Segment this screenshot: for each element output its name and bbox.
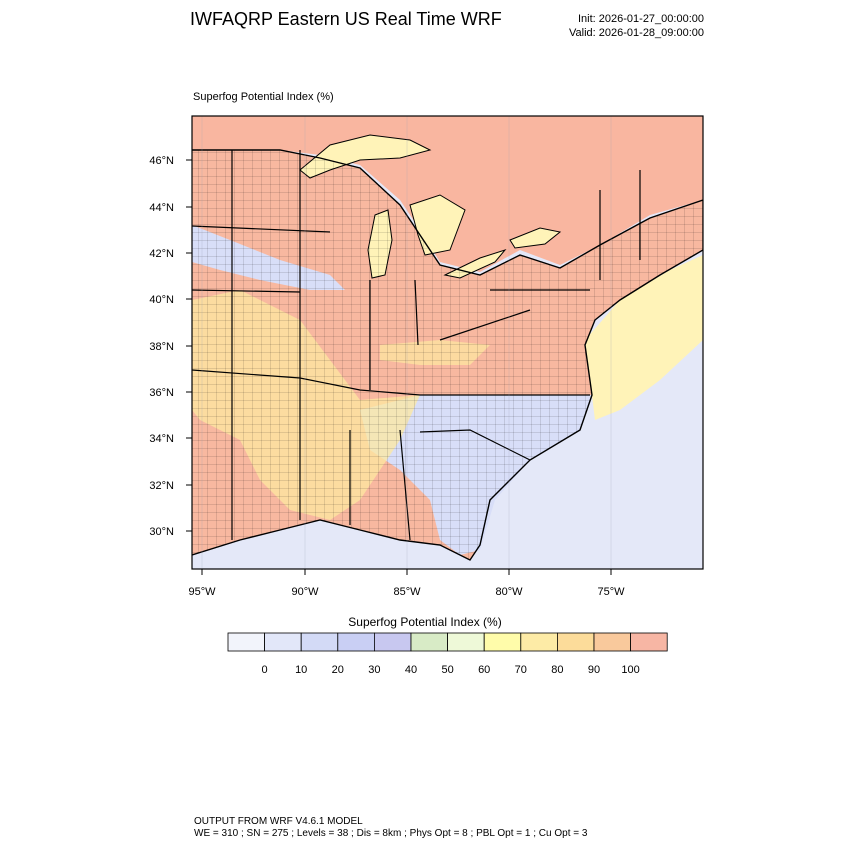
colorbar-title: Superfog Potential Index (%) bbox=[348, 615, 502, 629]
colorbar-cell bbox=[593, 632, 631, 652]
lon-label: 90°W bbox=[291, 586, 319, 598]
canada-region bbox=[192, 116, 703, 272]
colorbar-cell bbox=[373, 632, 412, 652]
colorbar-ticks: 0 10 20 30 40 50 60 70 80 90 100 bbox=[262, 664, 640, 676]
footer-model: OUTPUT FROM WRF V4.6.1 MODEL bbox=[194, 816, 363, 827]
lon-label: 80°W bbox=[495, 586, 523, 598]
colorbar-cell bbox=[483, 632, 522, 652]
colorbar-tick-label: 0 bbox=[262, 664, 268, 676]
lon-ticks bbox=[201, 569, 612, 575]
colorbar-cell bbox=[264, 632, 302, 652]
colorbar-cell bbox=[227, 632, 265, 652]
lon-label: 85°W bbox=[393, 586, 421, 598]
colorbar-cell bbox=[410, 632, 448, 652]
page-title: IWFAQRP Eastern US Real Time WRF bbox=[190, 9, 502, 29]
lat-axis: 46°N 44°N 42°N 40°N 38°N 36°N 34°N 32°N … bbox=[149, 155, 174, 538]
colorbar-tick-label: 10 bbox=[295, 664, 307, 676]
coastline bbox=[192, 249, 703, 561]
state-boundaries bbox=[192, 150, 641, 541]
lon-label: 95°W bbox=[188, 586, 216, 598]
lon-axis: 95°W 90°W 85°W 80°W 75°W bbox=[188, 586, 625, 598]
colorbar-cell bbox=[447, 632, 485, 652]
field-label: Superfog Potential Index (%) bbox=[193, 91, 334, 103]
colorbar-tick-label: 70 bbox=[515, 664, 527, 676]
colorbar-tick-label: 100 bbox=[621, 664, 639, 676]
graticule bbox=[201, 116, 612, 569]
lat-label: 36°N bbox=[149, 387, 174, 399]
colorbar-cell bbox=[557, 632, 595, 652]
colorbar-tick-label: 80 bbox=[551, 664, 563, 676]
lat-label: 40°N bbox=[149, 294, 174, 306]
lat-label: 42°N bbox=[149, 248, 174, 260]
colorbar-tick-label: 30 bbox=[368, 664, 380, 676]
map-area bbox=[192, 116, 703, 569]
lat-ticks bbox=[186, 159, 192, 532]
lon-label: 75°W bbox=[597, 586, 625, 598]
lat-label: 30°N bbox=[149, 526, 174, 538]
colorbar bbox=[227, 632, 668, 652]
lake-ontario bbox=[509, 227, 562, 249]
lat-label: 46°N bbox=[149, 155, 174, 167]
lat-label: 32°N bbox=[149, 480, 174, 492]
colorbar-tick-label: 20 bbox=[332, 664, 344, 676]
us-canada-border bbox=[192, 149, 703, 276]
lat-label: 34°N bbox=[149, 433, 174, 445]
valid-time: Valid: 2026-01-28_09:00:00 bbox=[569, 27, 704, 39]
county-lines bbox=[192, 150, 703, 560]
colorbar-tick-label: 60 bbox=[478, 664, 490, 676]
atlantic-fog-band bbox=[585, 255, 703, 420]
footer-config: WE = 310 ; SN = 275 ; Levels = 38 ; Dis … bbox=[194, 828, 588, 839]
colorbar-cell bbox=[337, 632, 375, 652]
colorbar-tick-label: 90 bbox=[588, 664, 600, 676]
colorbar-cell bbox=[300, 632, 339, 652]
map-frame bbox=[191, 115, 704, 570]
init-time: Init: 2026-01-27_00:00:00 bbox=[578, 13, 704, 25]
lat-label: 44°N bbox=[149, 202, 174, 214]
colorbar-cell bbox=[630, 632, 668, 652]
colorbar-tick-label: 50 bbox=[441, 664, 453, 676]
colorbar-cell bbox=[520, 632, 558, 652]
lat-label: 38°N bbox=[149, 341, 174, 353]
colorbar-tick-label: 40 bbox=[405, 664, 417, 676]
